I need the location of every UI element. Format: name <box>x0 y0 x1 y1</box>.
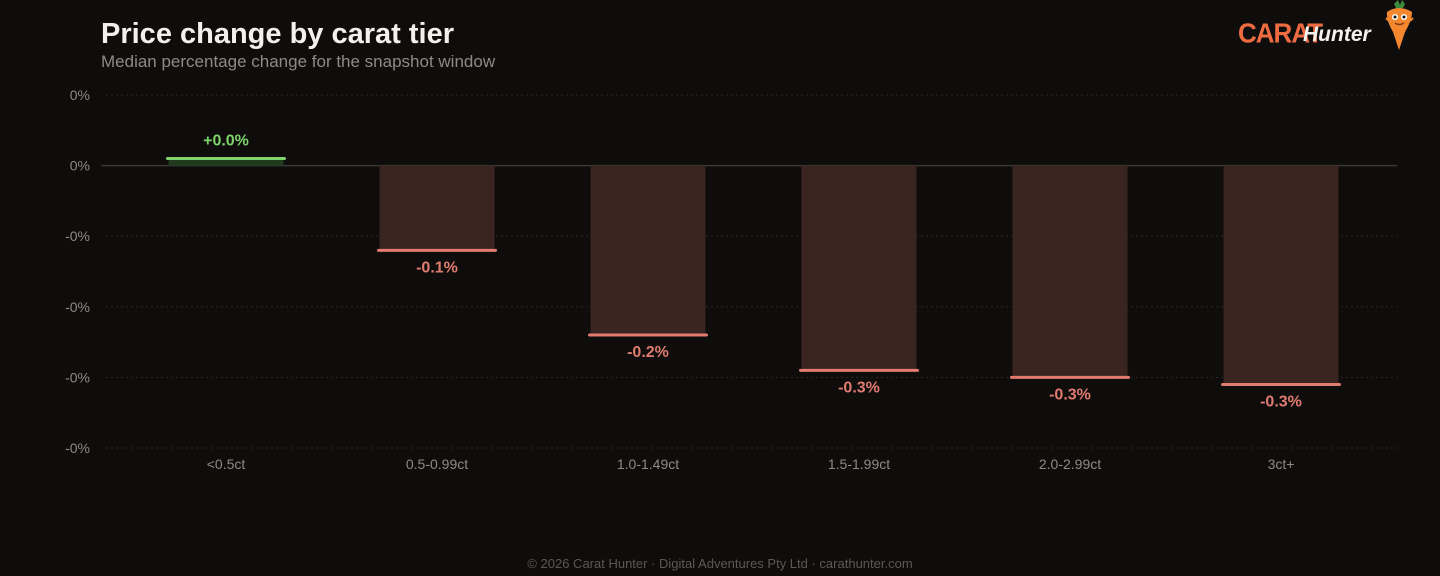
chart-subtitle: Median percentage change for the snapsho… <box>101 52 496 71</box>
carat-hunter-logo[interactable]: CARAT Hunter <box>1238 0 1428 56</box>
data-label: -0.3% <box>1260 393 1302 410</box>
x-tick-label: 1.5-1.99ct <box>828 456 890 472</box>
bar <box>1012 165 1128 378</box>
bar <box>168 158 284 166</box>
bar-chart: 0% 0% -0% -0% -0% -0% +0.0% <0.5ct -0.1% 0.5-0.99… <box>65 87 1397 472</box>
x-tick-label: 2.0-2.99ct <box>1039 456 1101 472</box>
chart-title: Price change by carat tier <box>101 18 454 50</box>
logo-word-hunter: Hunter <box>1303 23 1371 46</box>
y-tick-label: -0% <box>65 299 90 315</box>
data-label: +0.0% <box>203 133 249 150</box>
y-tick-label: -0% <box>65 228 90 244</box>
x-tick-label: 0.5-0.99ct <box>406 456 468 472</box>
data-label: -0.3% <box>838 379 880 396</box>
x-tick-label: <0.5ct <box>207 456 246 472</box>
y-tick-label: 0% <box>70 158 90 174</box>
bar <box>379 165 495 251</box>
carrot-mascot-icon <box>1385 0 1414 50</box>
y-tick-label: -0% <box>65 369 90 385</box>
bar <box>590 165 706 336</box>
data-label: -0.3% <box>1049 386 1091 403</box>
bar <box>801 165 917 371</box>
logo-word-carat: CARAT <box>1238 17 1323 49</box>
x-tick-label: 3ct+ <box>1268 456 1295 472</box>
footer-credit: © 2026 Carat Hunter · Digital Adventures… <box>527 556 913 571</box>
x-tick-label: 1.0-1.49ct <box>617 456 679 472</box>
y-tick-label: -0% <box>65 440 90 456</box>
bar <box>1223 165 1339 385</box>
y-tick-label: 0% <box>70 87 90 103</box>
data-label: -0.2% <box>627 344 669 361</box>
data-label: -0.1% <box>416 259 458 276</box>
